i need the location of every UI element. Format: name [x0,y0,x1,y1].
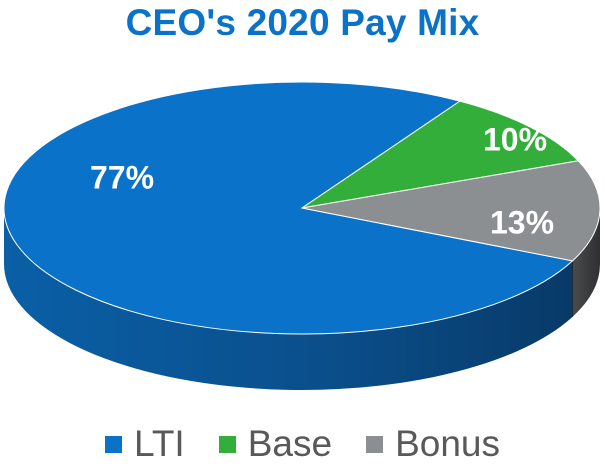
legend-item-bonus: Bonus [366,422,500,466]
legend-swatch-bonus [366,435,384,453]
slice-lti [3,81,574,335]
legend-swatch-lti [105,435,122,453]
slice-base [301,100,580,209]
legend-swatch-base [218,435,236,453]
slice-bonus [301,160,601,262]
legend-item-lti: LTI [105,422,185,466]
chart-title: CEO's 2020 Pay Mix [125,2,480,43]
legend: LTI Base Bonus [0,420,605,468]
legend-label-bonus: Bonus [395,423,500,464]
data-label-bonus: 13% [490,204,554,240]
slice-lti-side [4,208,573,390]
legend-label-base: Base [247,423,333,464]
data-label-lti: 77% [90,159,154,195]
legend-item-base: Base [218,422,333,466]
data-label-base: 10% [483,121,547,157]
legend-label-lti: LTI [134,423,185,464]
